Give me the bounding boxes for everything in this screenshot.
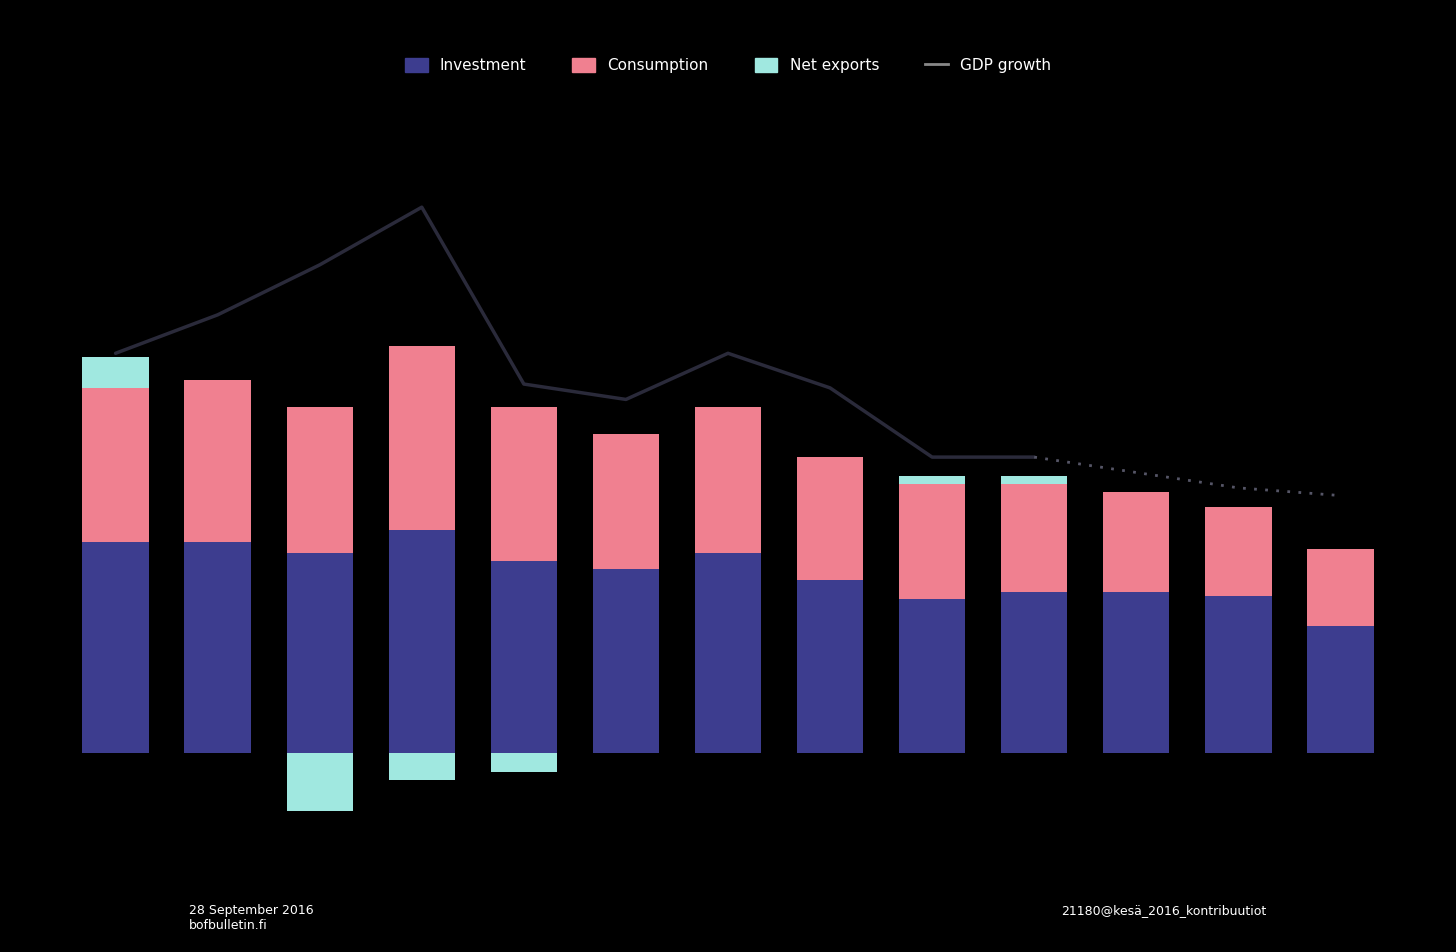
Bar (83, 357, 149, 387)
Bar (491, 407, 558, 561)
Bar (796, 580, 863, 753)
Bar (389, 753, 454, 780)
Bar (898, 476, 965, 484)
Bar (796, 457, 863, 580)
Bar (898, 600, 965, 753)
Bar (185, 542, 250, 753)
Bar (695, 553, 761, 753)
Bar (1002, 484, 1067, 592)
Text: 28 September 2016
bofbulletin.fi: 28 September 2016 bofbulletin.fi (189, 904, 314, 932)
Bar (83, 542, 149, 753)
Bar (593, 568, 660, 753)
Bar (1104, 492, 1169, 592)
Bar (491, 753, 558, 772)
Bar (389, 346, 454, 530)
Bar (287, 553, 352, 753)
Bar (287, 407, 352, 553)
Legend: Investment, Consumption, Net exports, GDP growth: Investment, Consumption, Net exports, GD… (399, 52, 1057, 79)
Bar (287, 753, 352, 811)
Bar (695, 407, 761, 553)
Bar (1002, 592, 1067, 753)
Bar (1307, 626, 1373, 753)
Bar (491, 561, 558, 753)
Bar (593, 434, 660, 568)
Bar (1002, 476, 1067, 484)
Bar (185, 380, 250, 542)
Bar (389, 530, 454, 753)
Bar (1307, 549, 1373, 626)
Bar (898, 484, 965, 600)
Bar (1104, 592, 1169, 753)
Bar (83, 387, 149, 542)
Bar (1206, 507, 1271, 596)
Text: 21180@kesä_2016_kontribuutiot: 21180@kesä_2016_kontribuutiot (1061, 904, 1267, 918)
Bar (1206, 596, 1271, 753)
